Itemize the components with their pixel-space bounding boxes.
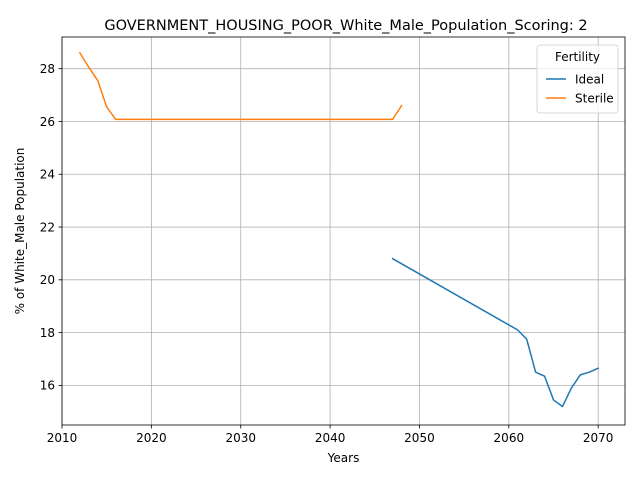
x-tick-label: 2030 [225, 431, 256, 445]
legend: Fertility Ideal Sterile [536, 44, 619, 114]
legend-label-ideal: Ideal [575, 73, 604, 87]
y-tick-label: 20 [40, 273, 55, 287]
x-tick-label: 2070 [583, 431, 614, 445]
legend-box [536, 44, 619, 114]
gridlines [61, 37, 625, 425]
y-tick-label: 24 [40, 168, 55, 182]
x-axis-ticks: 2010 2020 2030 2040 2050 2060 2070 [47, 425, 614, 445]
series-lines [78, 51, 600, 408]
series-line-ideal [391, 257, 600, 408]
legend-label-sterile: Sterile [575, 92, 614, 106]
x-tick-label: 2020 [136, 431, 167, 445]
y-tick-label: 22 [40, 220, 55, 234]
y-axis-ticks: 16 18 20 22 24 26 28 [40, 62, 62, 393]
x-tick-label: 2050 [404, 431, 435, 445]
y-tick-label: 16 [40, 379, 55, 393]
x-tick-label: 2040 [315, 431, 346, 445]
x-axis-label: Years [327, 451, 360, 465]
y-tick-label: 26 [40, 115, 55, 129]
x-tick-label: 2060 [494, 431, 525, 445]
x-tick-label: 2010 [47, 431, 78, 445]
y-axis-label: % of White_Male Population [13, 148, 27, 315]
chart-title: GOVERNMENT_HOUSING_POOR_White_Male_Popul… [104, 18, 587, 34]
y-tick-label: 28 [40, 62, 55, 76]
plot-area-frame [61, 36, 626, 426]
series-line-sterile [78, 51, 403, 121]
legend-title: Fertility [555, 50, 600, 64]
y-tick-label: 18 [40, 326, 55, 340]
